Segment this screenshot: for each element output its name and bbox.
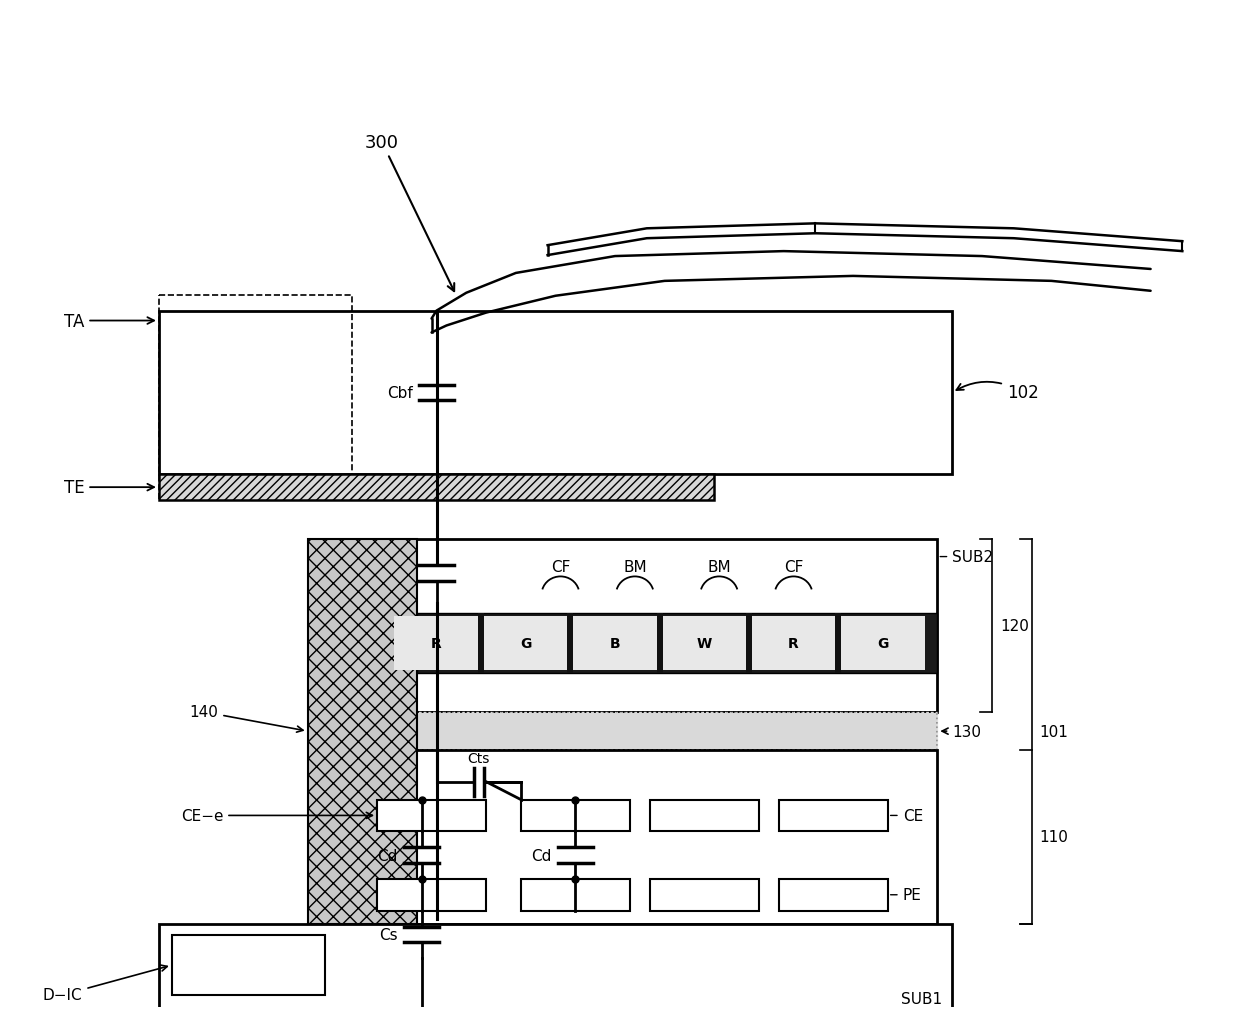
Text: 102: 102 [956,382,1039,402]
Bar [417,614,937,673]
Text: TE: TE [63,478,154,496]
Text: BM: BM [707,559,732,574]
Text: Cs: Cs [379,927,398,942]
Text: Cd: Cd [377,848,398,862]
Bar [308,539,937,713]
Bar [751,617,836,670]
Bar [657,614,662,673]
Bar [484,617,568,670]
Bar [308,539,417,924]
Text: 130: 130 [942,724,981,739]
Bar [171,935,325,995]
Text: 140: 140 [190,705,303,732]
Text: G: G [877,636,889,650]
Bar [159,311,952,475]
Text: 101: 101 [1039,724,1069,739]
Text: CE: CE [890,808,923,823]
Bar [159,475,714,500]
Text: SUB2: SUB2 [940,550,993,564]
Text: CE−e: CE−e [181,808,372,823]
Text: G: G [520,636,532,650]
Bar [521,800,630,831]
Text: 120: 120 [999,619,1029,633]
Bar [779,879,888,911]
Bar [573,617,657,670]
Bar [568,614,573,673]
Bar [308,750,937,924]
Bar [417,713,937,750]
Bar [779,800,888,831]
Bar [394,617,479,670]
Bar [159,295,352,500]
Bar [159,924,952,1011]
Text: Cbf: Cbf [387,385,413,400]
Bar [521,879,630,911]
Text: PE: PE [890,888,921,903]
Bar [662,617,746,670]
Text: CF: CF [784,559,804,574]
Bar [650,879,759,911]
Text: SUB1: SUB1 [901,991,942,1006]
Text: BM: BM [622,559,647,574]
Text: R: R [432,636,441,650]
Text: R: R [789,636,799,650]
Bar [377,800,486,831]
Text: 110: 110 [1039,829,1069,844]
Text: Cts: Cts [467,751,490,765]
Text: D−IC: D−IC [43,966,167,1003]
Text: 300: 300 [365,133,454,292]
Text: TA: TA [64,312,154,331]
Bar [836,614,841,673]
Text: B: B [610,636,620,650]
Bar [377,879,486,911]
Text: Cd: Cd [531,848,552,862]
Bar [841,617,925,670]
Bar [650,800,759,831]
Bar [479,614,484,673]
Bar [746,614,751,673]
Text: Cbt: Cbt [387,566,413,581]
Text: W: W [697,636,712,650]
Text: CF: CF [551,559,570,574]
